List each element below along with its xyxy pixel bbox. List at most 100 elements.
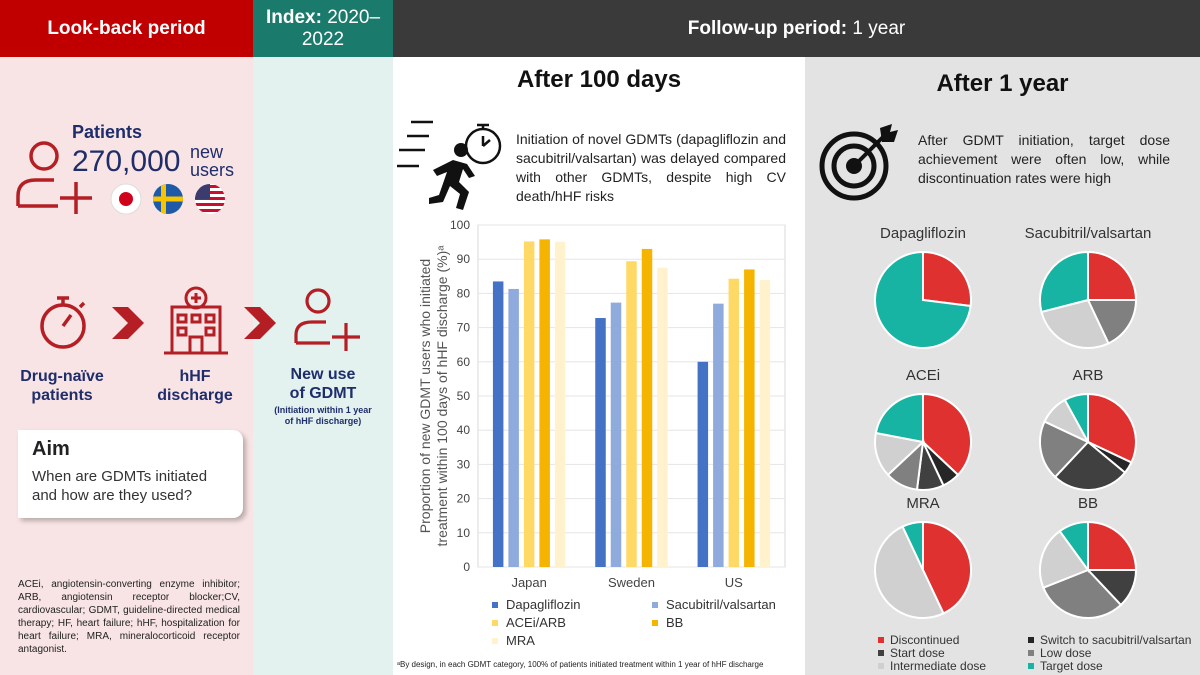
legend-item-bb: BB xyxy=(652,615,792,630)
legend-label: Sacubitril/valsartan xyxy=(666,597,776,612)
y-tick-label: 50 xyxy=(457,389,471,403)
index-label: Index: xyxy=(265,6,322,28)
chart-footnote: ᵃBy design, in each GDMT category, 100% … xyxy=(397,660,764,669)
japan-flag xyxy=(110,183,142,215)
legend-item-sacubitril-valsartan: Sacubitril/valsartan xyxy=(652,597,792,612)
bar-us-mra xyxy=(759,280,771,567)
legend-swatch xyxy=(492,619,498,626)
pie-slice-bb-target-dose xyxy=(1058,520,1089,574)
pie-slice-arb-low-dose xyxy=(1039,420,1090,479)
bar-chart: 0 10 20 30 40 50 60 70 80 90 100 Japan Sweden US Propo… xyxy=(417,218,786,590)
step3-note-line-1: (Initiation within 1 year xyxy=(274,405,372,415)
pie-title: Dapagliflozin xyxy=(880,225,966,242)
legend-item-dapagliflozin: Dapagliflozin xyxy=(492,597,652,612)
pie-slice-mra-intermediate-dose xyxy=(874,525,945,619)
step1-line-1: Drug-naïve xyxy=(20,368,104,385)
y-tick-label: 20 xyxy=(457,492,471,506)
pie-legend-discontinued: Discontinued xyxy=(878,634,1028,646)
new-users-line-1: new xyxy=(190,142,224,162)
pie-title: Sacubitril/valsartan xyxy=(1025,225,1152,242)
pie-slice-bb-intermediate-dose xyxy=(1039,529,1090,589)
x-tick-label: US xyxy=(725,575,743,590)
bar-us-bb xyxy=(744,269,755,567)
target-icon xyxy=(819,124,898,201)
legend-swatch xyxy=(652,601,658,608)
patients-label: Patients xyxy=(72,122,143,142)
aim-box: Aim When are GDMTs initiated and how are… xyxy=(18,430,243,518)
after-100-days-description: Initiation of novel GDMTs (dapagliflozin… xyxy=(516,131,786,204)
step2-line-1: hHF xyxy=(179,368,211,385)
legend-swatch xyxy=(878,637,884,643)
followup-value: 1 year xyxy=(852,17,906,39)
bar-japan-bb xyxy=(539,239,550,567)
y-tick-label: 40 xyxy=(457,423,471,437)
legend-item-acei-arb: ACEi/ARB xyxy=(492,615,652,630)
pie-legend-start-dose: Start dose xyxy=(878,647,1028,659)
index-value-1: 2020– xyxy=(327,6,381,28)
chevron-right-icon xyxy=(244,307,276,339)
pie-slice-dapagliflozin-target-dose xyxy=(874,250,972,349)
pie-slice-acei-target-dose xyxy=(874,392,924,444)
legend-label: Start dose xyxy=(890,646,945,660)
step3-line-2: of GDMT xyxy=(289,385,357,402)
pie-legend-low-dose: Low dose xyxy=(1028,647,1196,659)
chart-legend: Dapagliflozin Sacubitril/valsartan ACEi/… xyxy=(492,597,792,648)
new-user-icon xyxy=(16,141,92,214)
bar-japan-acei-arb xyxy=(523,241,535,567)
chevron-right-icon xyxy=(112,307,144,339)
legend-label: BB xyxy=(666,615,684,630)
bar-sweden-mra xyxy=(657,267,668,567)
y-axis-label: Proportion of new GDMT users who initiat… xyxy=(417,245,450,547)
y-tick-label: 30 xyxy=(457,457,471,471)
pie-slice-sacubitril-valsartan-discontinued xyxy=(1087,250,1138,301)
bar-sweden-sacubitril-valsartan xyxy=(610,302,622,567)
pie-slice-mra-discontinued xyxy=(922,520,972,615)
aim-text-line-1: When are GDMTs initiated xyxy=(32,468,208,485)
legend-label: Switch to sacubitril/valsartan xyxy=(1040,633,1192,647)
legend-label: Target dose xyxy=(1040,659,1103,673)
step3-line-1: New use xyxy=(290,366,356,383)
pie-legend-switch: Switch to sacubitril/valsartan xyxy=(1028,634,1196,646)
legend-swatch xyxy=(1028,637,1034,643)
lookback-header-label: Look-back period xyxy=(47,17,206,39)
legend-label: MRA xyxy=(506,633,535,648)
bar-sweden-acei-arb xyxy=(626,261,637,567)
pie-title: ACEi xyxy=(906,367,940,384)
bar-sweden-dapagliflozin xyxy=(595,318,606,567)
x-tick-label: Sweden xyxy=(608,575,655,590)
bar-japan-mra xyxy=(554,241,566,567)
y-axis-label-line-1: Proportion of new GDMT users who initiat… xyxy=(417,259,433,533)
pie-slice-sacubitril-valsartan-low-dose xyxy=(1086,299,1138,345)
step3-note-line-2: of hHF discharge) xyxy=(284,416,362,426)
y-tick-label: 90 xyxy=(457,252,471,266)
pie-slice-arb-start-dose xyxy=(1053,440,1127,491)
pie-slice-dapagliflozin-discontinued xyxy=(922,250,972,308)
legend-label: Discontinued xyxy=(890,633,960,647)
bar-us-dapagliflozin xyxy=(697,361,709,567)
pie-slice-mra-target-dose xyxy=(901,520,924,571)
lookback-header: Look-back period xyxy=(0,0,253,57)
index-header: Index: 2020– 2022 xyxy=(253,0,393,57)
aim-text-line-2: and how are they used? xyxy=(32,487,193,504)
y-tick-label: 10 xyxy=(457,526,471,540)
pie-legend: Discontinued Switch to sacubitril/valsar… xyxy=(878,634,1196,672)
legend-swatch xyxy=(1028,650,1034,656)
new-user-icon xyxy=(294,288,360,351)
index-value-2: 2022 xyxy=(301,28,345,50)
pie-title: MRA xyxy=(906,495,939,512)
pie-slice-arb-target-dose xyxy=(1063,392,1089,443)
legend-swatch xyxy=(878,650,884,656)
pie-slice-acei-discontinued xyxy=(922,392,972,477)
runner-stopwatch-icon xyxy=(397,120,502,210)
legend-swatch xyxy=(492,601,498,608)
bar-sweden-bb xyxy=(641,248,653,567)
legend-swatch xyxy=(878,663,884,669)
pie-slice-bb-low-dose xyxy=(1042,568,1123,619)
x-tick-label: Japan xyxy=(511,575,546,590)
patients-count: 270,000 xyxy=(72,145,181,178)
y-tick-label: 0 xyxy=(463,560,470,574)
legend-label: Dapagliflozin xyxy=(506,597,581,612)
pie-title: ARB xyxy=(1073,367,1104,384)
after-1-year-description: After GDMT initiation, target dose achie… xyxy=(918,132,1170,186)
hospital-icon xyxy=(164,286,228,355)
